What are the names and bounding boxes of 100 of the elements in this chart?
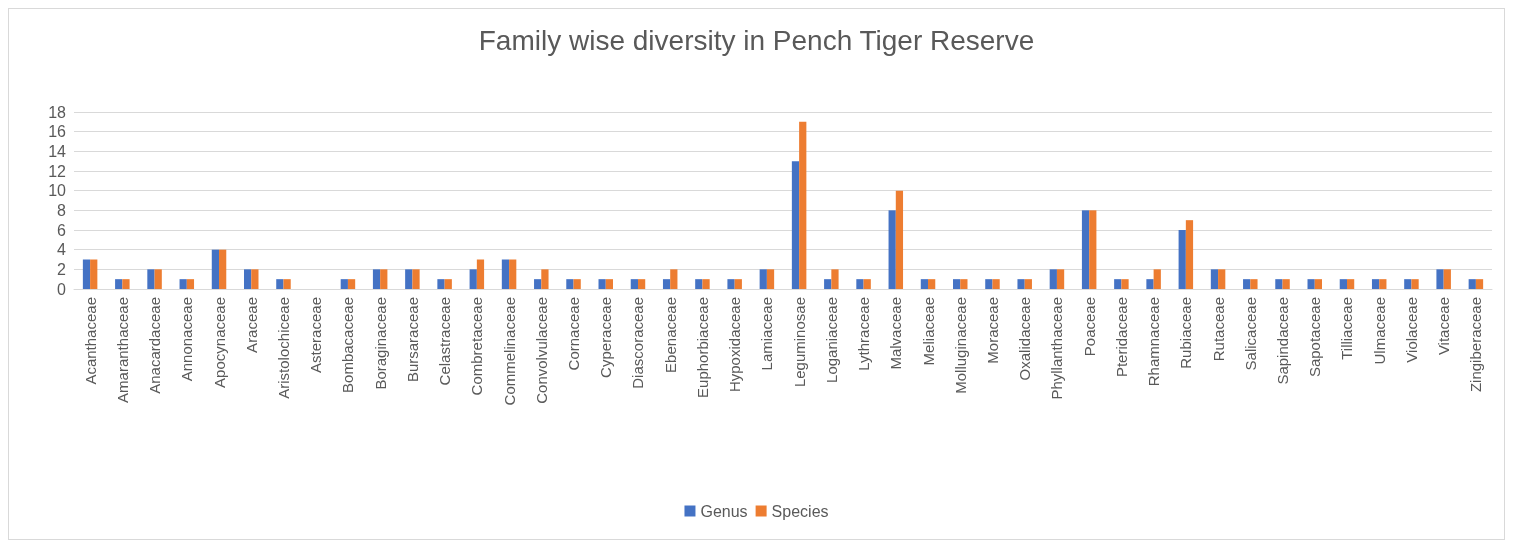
bar (1346, 279, 1355, 289)
bar (90, 259, 98, 289)
bar (115, 279, 123, 289)
y-tick-label: 6 (57, 221, 67, 239)
bar (219, 249, 227, 289)
x-tick-label: Lythraceae (855, 297, 873, 371)
x-tick-label: Violaceae (1402, 297, 1420, 363)
bar (541, 269, 549, 289)
x-tick-label: Tilliaceae (1338, 297, 1356, 360)
bar (1017, 279, 1025, 289)
bar (670, 269, 678, 289)
y-tick-label: 0 (57, 280, 67, 298)
x-tick-label: Phyllanthaceae (1048, 297, 1066, 400)
bar (1081, 210, 1090, 289)
x-tick-label: Leguminosae (790, 297, 808, 388)
bar (791, 161, 800, 289)
x-tick-label: Araceae (242, 297, 260, 353)
y-tick-label: 2 (57, 260, 67, 278)
bar (630, 279, 638, 289)
bar (244, 269, 252, 289)
bar (928, 279, 936, 289)
bar (1436, 269, 1444, 289)
bar (920, 279, 929, 289)
x-tick-label: Combretaceae (468, 297, 486, 396)
bar (283, 279, 291, 289)
x-tick-label: Rubiaceae (1177, 297, 1195, 369)
bar (992, 279, 1000, 289)
bar (702, 279, 710, 289)
bar (147, 269, 155, 289)
bar (598, 279, 606, 289)
bar (1121, 279, 1129, 289)
bar (856, 279, 864, 289)
x-tick-label: Rutaceae (1209, 297, 1227, 362)
bar (534, 279, 542, 289)
bar (1307, 279, 1315, 289)
bar (662, 279, 671, 289)
bar (1371, 279, 1380, 289)
bar (637, 279, 646, 289)
bar (1379, 279, 1387, 289)
x-tick-label: Asteraceae (307, 297, 325, 373)
x-tick-label: Bombacaceae (339, 297, 357, 393)
bar (1153, 269, 1161, 289)
bar (799, 121, 807, 289)
x-tick-label: Pteridaceae (1112, 297, 1130, 378)
x-tick-label: Aristolochiceae (274, 297, 292, 399)
legend-label: Species (771, 502, 829, 520)
x-tick-label: Salicaceae (1241, 297, 1259, 371)
bar (251, 269, 259, 289)
bar (1314, 279, 1322, 289)
bar (1185, 220, 1194, 289)
y-tick-label: 14 (48, 142, 67, 160)
bar (985, 279, 993, 289)
x-tick-label: Ulmaceae (1370, 297, 1388, 365)
bar (444, 279, 452, 289)
bar (1089, 210, 1097, 289)
bar (1339, 279, 1347, 289)
bar (412, 269, 420, 289)
bar (1411, 279, 1419, 289)
x-tick-label: Molluginaceae (951, 297, 969, 394)
legend-label: Genus (700, 502, 748, 520)
bar (727, 279, 735, 289)
bar (154, 269, 162, 289)
bar (863, 279, 871, 289)
bar (831, 269, 839, 289)
x-tick-label: Loganiaceae (822, 297, 840, 383)
bar (1049, 269, 1057, 289)
bar (405, 269, 413, 289)
bar (759, 269, 767, 289)
bar (1146, 279, 1154, 289)
x-tick-label: Annonaceae (178, 297, 196, 382)
bar (469, 269, 477, 289)
x-tick-label: Sapotaceae (1306, 297, 1324, 378)
x-tick-label: Cyperaceae (597, 297, 615, 378)
x-tick-label: Bursaraceae (403, 297, 421, 383)
bar (953, 279, 961, 289)
bar (276, 279, 284, 289)
bar (766, 269, 775, 289)
bar (1475, 279, 1484, 289)
bar (501, 259, 510, 289)
bar (1282, 279, 1290, 289)
y-tick-label: 16 (48, 123, 67, 141)
bar (372, 269, 381, 289)
bar (1275, 279, 1283, 289)
bar (960, 279, 968, 289)
bar (605, 279, 613, 289)
bar (122, 279, 130, 289)
bar (347, 279, 356, 289)
bar (1243, 279, 1251, 289)
x-tick-label: Vitaceae (1435, 297, 1453, 356)
bar (82, 259, 91, 289)
x-tick-label: Amaranthaceae (113, 297, 131, 403)
bar (1056, 269, 1065, 289)
bar (895, 190, 904, 289)
bar (734, 279, 742, 289)
bar (211, 249, 220, 289)
bar (1178, 230, 1186, 289)
bar (1404, 279, 1412, 289)
bar (476, 259, 485, 289)
x-tick-label: Ebenaceae (661, 297, 679, 373)
x-tick-label: Malvaceae (887, 297, 905, 370)
